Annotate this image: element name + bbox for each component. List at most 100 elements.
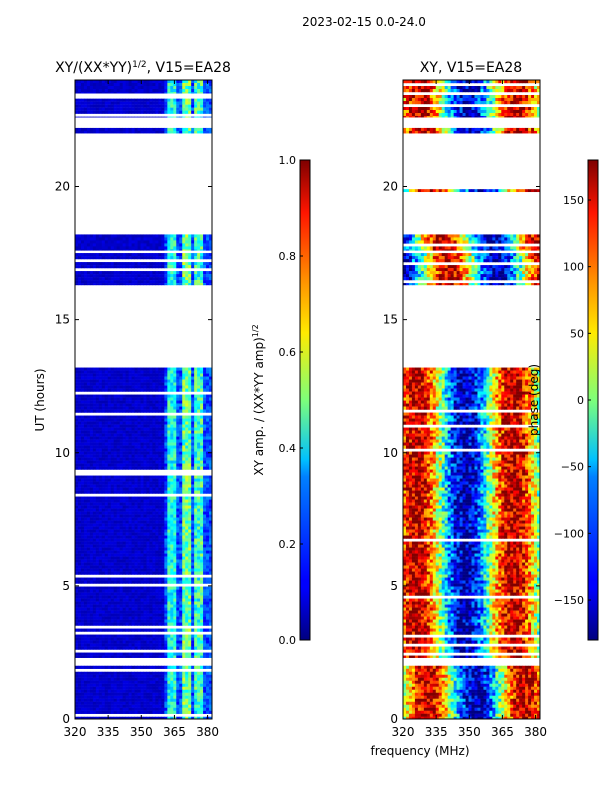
heatmap-cell bbox=[80, 604, 85, 608]
heatmap-cell bbox=[95, 628, 100, 632]
heatmap-cell bbox=[122, 535, 127, 539]
heatmap-cell bbox=[116, 698, 121, 702]
heatmap-cell bbox=[77, 589, 82, 593]
heatmap-cell bbox=[173, 511, 177, 515]
heatmap-cell bbox=[92, 484, 97, 488]
heatmap-cell bbox=[173, 406, 177, 410]
heatmap-cell bbox=[89, 385, 94, 389]
heatmap-cell bbox=[128, 427, 132, 431]
heatmap-cell bbox=[89, 439, 94, 443]
heatmap-cell bbox=[197, 556, 201, 560]
heatmap-cell bbox=[188, 415, 192, 419]
heatmap-cell bbox=[197, 547, 201, 551]
heatmap-cell bbox=[194, 490, 198, 494]
heatmap-cell bbox=[185, 388, 189, 392]
heatmap-cell bbox=[200, 475, 204, 479]
heatmap-cell bbox=[182, 589, 186, 593]
heatmap-cell bbox=[113, 544, 118, 548]
heatmap-cell bbox=[107, 622, 112, 626]
heatmap-cell bbox=[188, 710, 192, 714]
heatmap-cell bbox=[125, 655, 130, 658]
heatmap-cell bbox=[134, 448, 138, 452]
heatmap-cell bbox=[80, 385, 85, 389]
heatmap-cell bbox=[119, 689, 124, 693]
heatmap-cell bbox=[182, 710, 186, 714]
heatmap-cell bbox=[143, 445, 147, 449]
heatmap-cell bbox=[146, 448, 150, 452]
heatmap-cell bbox=[146, 463, 150, 467]
heatmap-cell bbox=[161, 692, 165, 696]
heatmap-cell bbox=[143, 689, 147, 693]
heatmap-cell bbox=[143, 616, 147, 620]
heatmap-cell bbox=[80, 553, 85, 557]
heatmap-cell bbox=[80, 403, 85, 407]
heatmap-cell bbox=[146, 671, 150, 675]
heatmap-cell bbox=[98, 523, 103, 527]
heatmap-cell bbox=[194, 475, 198, 479]
heatmap-cell bbox=[95, 454, 100, 458]
heatmap-cell bbox=[83, 701, 88, 705]
heatmap-cell bbox=[194, 586, 198, 590]
heatmap-cell bbox=[155, 523, 159, 527]
heatmap-cell bbox=[95, 382, 100, 386]
heatmap-cell bbox=[77, 388, 82, 392]
heatmap-cell bbox=[197, 523, 201, 527]
heatmap-cell bbox=[80, 716, 85, 719]
heatmap-cell bbox=[83, 556, 88, 560]
heatmap-cell bbox=[80, 406, 85, 410]
heatmap-cell bbox=[104, 475, 109, 479]
heatmap-cell bbox=[179, 427, 183, 431]
heatmap-cell bbox=[155, 442, 159, 446]
heatmap-cell bbox=[194, 424, 198, 428]
heatmap-cell bbox=[77, 253, 82, 257]
heatmap-cell bbox=[119, 559, 124, 563]
heatmap-cell bbox=[173, 655, 177, 658]
heatmap-cell bbox=[98, 457, 103, 461]
heatmap-cell bbox=[107, 707, 112, 711]
heatmap-cell bbox=[98, 562, 103, 566]
heatmap-cell bbox=[113, 418, 118, 422]
heatmap-cell bbox=[83, 610, 88, 614]
heatmap-cell bbox=[203, 695, 207, 699]
heatmap-cell bbox=[146, 430, 150, 434]
heatmap-cell bbox=[146, 683, 150, 687]
heatmap-cell bbox=[80, 502, 85, 506]
heatmap-cell bbox=[161, 508, 165, 512]
heatmap-cell bbox=[185, 646, 189, 650]
heatmap-cell bbox=[113, 541, 118, 545]
heatmap-cell bbox=[200, 541, 204, 545]
heatmap-cell bbox=[95, 595, 100, 599]
heatmap-cell bbox=[191, 707, 195, 711]
heatmap-cell bbox=[185, 628, 189, 632]
heatmap-cell bbox=[188, 592, 192, 596]
heatmap-cell bbox=[119, 613, 124, 617]
heatmap-cell bbox=[128, 704, 132, 708]
heatmap-cell bbox=[143, 586, 147, 590]
heatmap-cell bbox=[185, 595, 189, 599]
heatmap-cell bbox=[83, 601, 88, 605]
heatmap-cell bbox=[200, 508, 204, 512]
heatmap-cell bbox=[113, 547, 118, 551]
heatmap-cell bbox=[98, 256, 103, 260]
heatmap-cell bbox=[149, 466, 153, 470]
heatmap-cell bbox=[128, 538, 132, 542]
heatmap-cell bbox=[116, 655, 121, 658]
heatmap-cell bbox=[131, 595, 135, 599]
heatmap-cell bbox=[143, 484, 147, 488]
heatmap-cell bbox=[137, 484, 141, 488]
heatmap-cell bbox=[113, 436, 118, 440]
heatmap-cell bbox=[179, 646, 183, 650]
heatmap-cell bbox=[140, 499, 144, 503]
heatmap-cell bbox=[206, 502, 210, 506]
heatmap-cell bbox=[77, 680, 82, 684]
heatmap-cell bbox=[75, 640, 79, 644]
heatmap-cell bbox=[152, 415, 156, 419]
heatmap-cell bbox=[143, 367, 147, 371]
heatmap-cell bbox=[131, 568, 135, 572]
heatmap-cell bbox=[203, 436, 207, 440]
heatmap-cell bbox=[95, 415, 100, 419]
heatmap-cell bbox=[152, 508, 156, 512]
heatmap-cell bbox=[77, 683, 82, 687]
heatmap-cell bbox=[101, 517, 106, 521]
heatmap-cell bbox=[149, 559, 153, 563]
